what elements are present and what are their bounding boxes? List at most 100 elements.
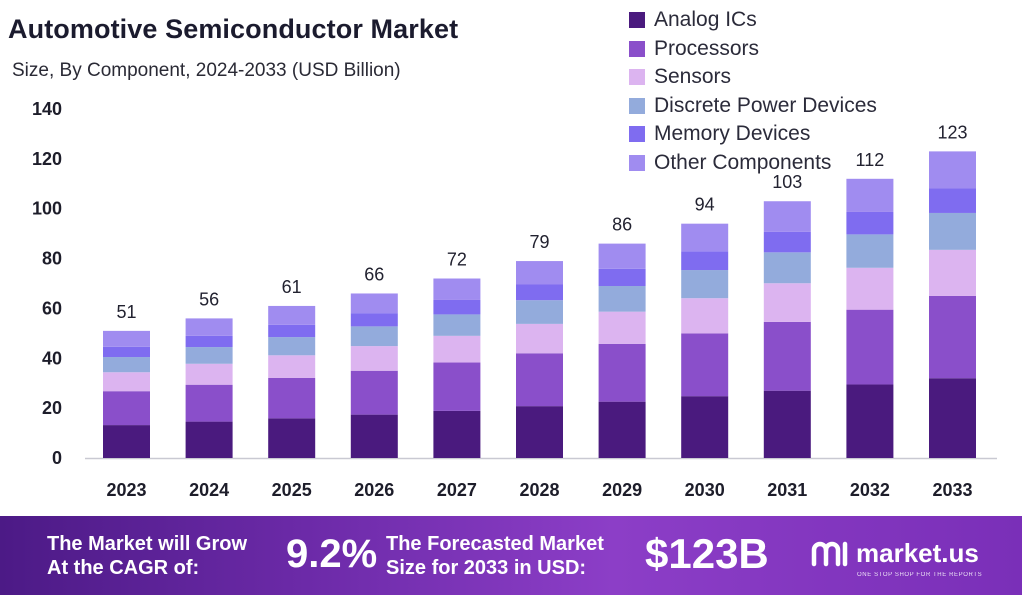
bar-segment-sensors (516, 323, 563, 354)
bar-segment-sensors (185, 363, 233, 385)
bar-segment-memory-devices (350, 313, 398, 327)
legend-label: Memory Devices (654, 122, 811, 146)
y-tick-label: 40 (42, 348, 62, 368)
legend-label: Analog ICs (654, 8, 757, 32)
y-tick-label: 140 (32, 99, 62, 119)
bar-segment-analog-ics (433, 410, 481, 458)
bar-segment-discrete-power-devices (846, 234, 894, 268)
bar-total-label: 66 (364, 264, 384, 284)
bar-segment-other-components (929, 151, 976, 189)
bar-segment-other-components (185, 318, 233, 336)
bar-segment-processors (185, 384, 233, 422)
forecast-caption-line1: The Forecasted Market (386, 533, 604, 555)
legend-label: Sensors (654, 65, 732, 89)
x-tick-label: 2026 (354, 480, 394, 500)
bar-segment-discrete-power-devices (681, 270, 729, 299)
legend-swatch (629, 126, 645, 143)
forecast-caption: The Forecasted Market Size for 2033 in U… (386, 532, 604, 580)
footer-banner: The Market will Grow At the CAGR of: 9.2… (0, 516, 1022, 595)
bar-segment-memory-devices (433, 299, 481, 315)
bar-segment-analog-ics (929, 378, 976, 458)
bar-segment-sensors (268, 355, 316, 378)
bar-total-label: 123 (937, 122, 967, 142)
forecast-caption-line2: Size for 2033 in USD: (386, 557, 587, 579)
y-tick-label: 0 (52, 448, 62, 468)
bar-segment-processors (598, 343, 646, 402)
bar-segment-other-components (103, 330, 150, 347)
cagr-caption-line2: At the CAGR of: (47, 557, 200, 579)
bar-segment-sensors (763, 283, 811, 322)
y-tick-label: 100 (32, 199, 62, 219)
x-tick-label: 2024 (189, 480, 229, 500)
legend-swatch (629, 97, 645, 114)
market-us-logo-icon (811, 541, 848, 567)
bar-segment-memory-devices (268, 324, 316, 338)
bar-segment-memory-devices (846, 211, 894, 235)
bar-segment-memory-devices (516, 284, 563, 301)
bar-segment-memory-devices (103, 346, 150, 358)
bar-segment-processors (516, 353, 563, 407)
bar-total-label: 61 (282, 277, 302, 297)
legend-label: Discrete Power Devices (654, 93, 877, 117)
chart-area: 0 20 40 60 80 100 120 140 51 2023 56 2024 61 2025 66 20… (32, 99, 997, 500)
cagr-value: 9.2% (286, 532, 378, 576)
bar-segment-other-components (681, 223, 729, 252)
bar-segment-discrete-power-devices (929, 212, 976, 250)
bar-segment-other-components (268, 305, 316, 325)
bar-segment-discrete-power-devices (103, 357, 150, 373)
bar-segment-analog-ics (681, 396, 729, 458)
bar-segment-processors (103, 391, 150, 426)
legend-item: Memory Devices (629, 120, 877, 149)
legend-item: Sensors (629, 63, 877, 92)
legend-swatch (629, 12, 645, 29)
bar-segment-other-components (433, 278, 481, 300)
legend-swatch (629, 154, 645, 171)
bar-segment-memory-devices (681, 251, 729, 271)
bar-total-label: 51 (116, 302, 136, 322)
legend-item: Discrete Power Devices (629, 92, 877, 121)
x-tick-label: 2028 (519, 480, 559, 500)
x-tick-label: 2027 (437, 480, 477, 500)
bar-segment-other-components (598, 243, 646, 269)
bar-segment-processors (929, 295, 976, 379)
chart-title: Automotive Semiconductor Market (8, 14, 459, 44)
bar-total-label: 79 (529, 232, 549, 252)
bar-segment-sensors (846, 267, 894, 310)
bar-segment-sensors (929, 249, 976, 296)
bar-segment-processors (268, 377, 316, 419)
brand-logo[interactable]: market.us (810, 538, 979, 568)
bar-segment-memory-devices (185, 335, 233, 348)
forecast-value: $123B (645, 530, 769, 577)
bar-segment-processors (433, 362, 481, 411)
x-tick-label: 2025 (272, 480, 312, 500)
bar-total-label: 103 (772, 172, 802, 192)
bar-segment-discrete-power-devices (516, 300, 563, 324)
bar-segment-processors (763, 321, 811, 391)
y-tick-label: 80 (42, 249, 62, 269)
bar-total-label: 56 (199, 289, 219, 309)
chart-subtitle: Size, By Component, 2024-2033 (USD Billi… (12, 60, 401, 81)
x-tick-label: 2033 (932, 480, 972, 500)
bar-segment-analog-ics (598, 401, 646, 458)
bar-segment-analog-ics (185, 421, 233, 458)
bar-segment-sensors (433, 335, 481, 363)
bar-segment-processors (846, 309, 894, 385)
x-tick-label: 2029 (602, 480, 642, 500)
legend-item: Processors (629, 35, 877, 64)
bar-segment-sensors (598, 311, 646, 344)
bar-segment-memory-devices (598, 268, 646, 286)
bar-segment-discrete-power-devices (185, 347, 233, 364)
bar-segment-discrete-power-devices (433, 314, 481, 336)
legend-item: Other Components (629, 149, 877, 178)
bar-segment-analog-ics (350, 414, 398, 458)
bar-segment-other-components (516, 261, 563, 285)
legend-swatch (629, 40, 645, 57)
bar-segment-memory-devices (763, 231, 811, 253)
bar-segment-other-components (846, 178, 894, 212)
bar-segment-analog-ics (763, 390, 811, 458)
bar-segment-discrete-power-devices (350, 326, 398, 347)
legend-swatch (629, 69, 645, 86)
logo-tagline: ONE STOP SHOP FOR THE REPORTS (857, 572, 983, 578)
x-tick-label: 2032 (850, 480, 890, 500)
bar-segment-other-components (763, 201, 811, 232)
